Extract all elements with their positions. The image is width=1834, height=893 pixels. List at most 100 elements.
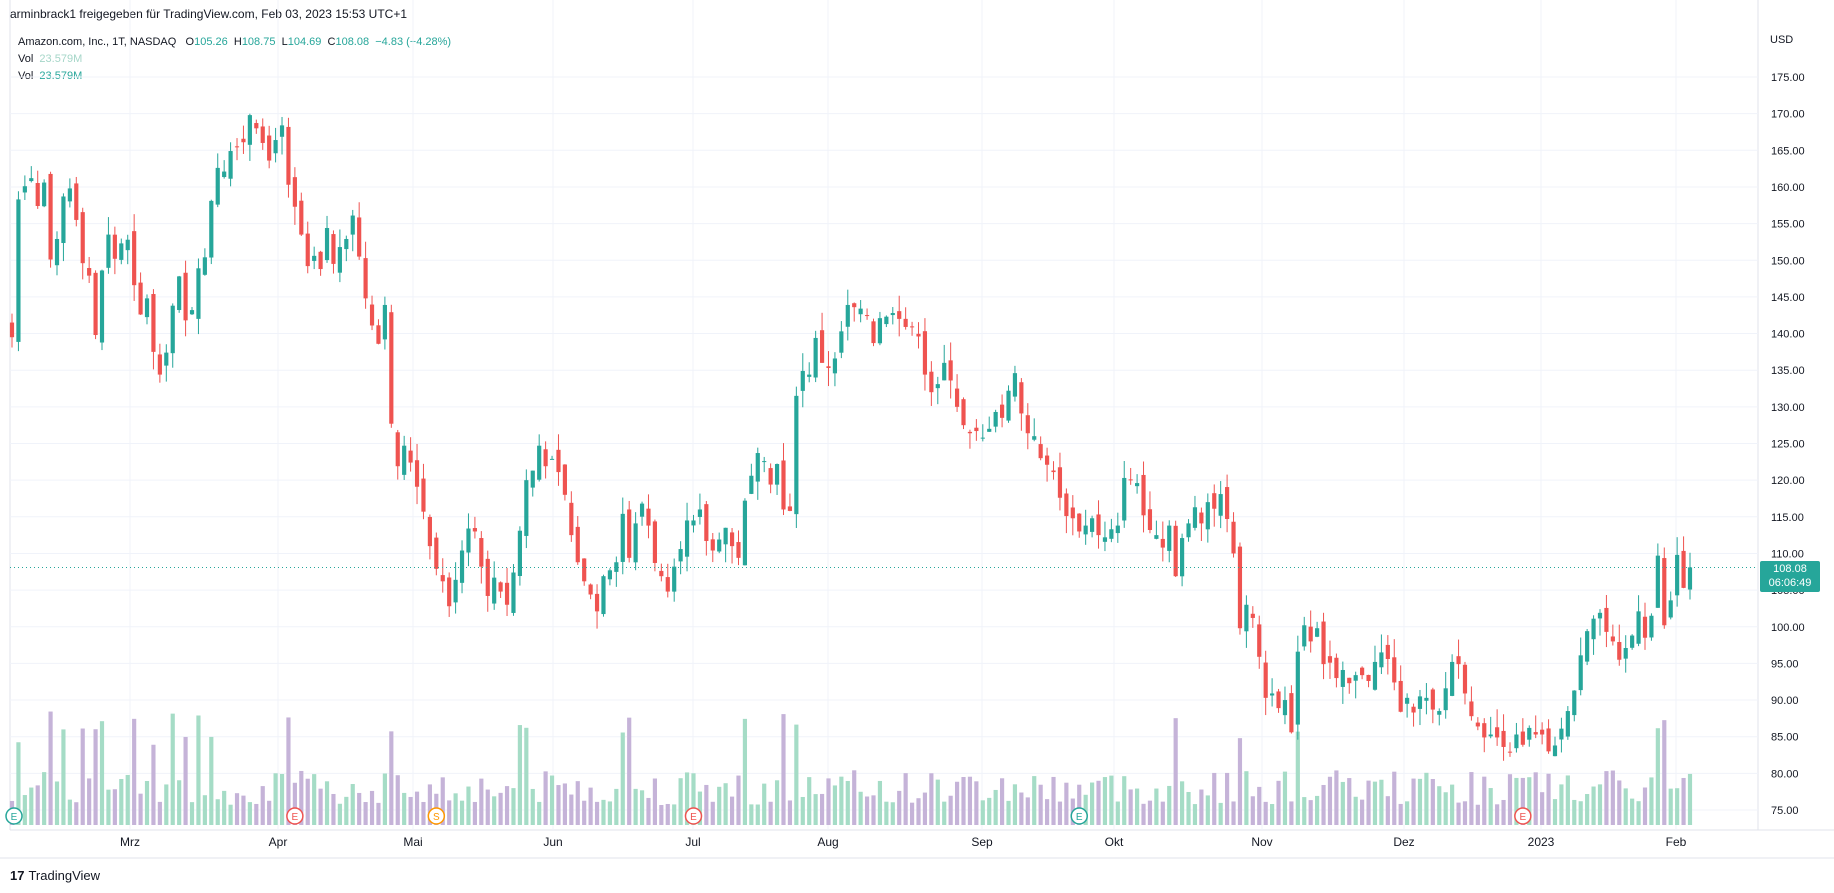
candle-body bbox=[569, 502, 574, 536]
candle-body bbox=[1160, 538, 1165, 548]
price-tick-label: 75.00 bbox=[1771, 805, 1799, 817]
candle-body bbox=[864, 315, 870, 317]
volume-bar bbox=[755, 804, 760, 825]
volume-bar bbox=[1051, 776, 1056, 825]
volume-bar bbox=[157, 801, 162, 825]
event-marker-icon bbox=[427, 807, 446, 825]
price-tick-label: 120.00 bbox=[1771, 475, 1805, 487]
candle-body bbox=[929, 371, 934, 393]
volume-bar bbox=[691, 773, 696, 825]
candle-body bbox=[247, 115, 252, 145]
candle-body bbox=[813, 337, 818, 378]
volume-bar bbox=[42, 772, 47, 825]
volume-bar bbox=[344, 796, 349, 825]
volume-bar bbox=[781, 714, 786, 825]
candle-body bbox=[1122, 477, 1127, 521]
candle-body bbox=[279, 125, 285, 137]
candle-body bbox=[1655, 555, 1660, 608]
candle-body bbox=[1295, 651, 1300, 725]
candle-body bbox=[710, 539, 715, 551]
volume-bar bbox=[659, 804, 664, 825]
volume-bar bbox=[826, 778, 831, 825]
candle-body bbox=[331, 234, 336, 264]
volume-bar bbox=[54, 781, 60, 825]
candle-body bbox=[42, 182, 47, 207]
volume-bar bbox=[999, 778, 1005, 825]
candle-body bbox=[1610, 636, 1615, 642]
tradingview-brand[interactable]: 17 TradingView bbox=[10, 868, 100, 883]
volume-bar bbox=[1032, 776, 1037, 825]
low-label: L bbox=[281, 36, 288, 48]
volume-bar bbox=[1559, 784, 1564, 825]
volume-bar bbox=[305, 778, 310, 825]
candle-body bbox=[1276, 691, 1281, 709]
volume-bar bbox=[447, 800, 452, 825]
volume-bar bbox=[884, 801, 889, 825]
volume-bar bbox=[324, 781, 330, 825]
volume-bar bbox=[183, 736, 188, 825]
volume-bar bbox=[1662, 720, 1667, 825]
time-tick-label: 2023 bbox=[1528, 835, 1555, 849]
time-tick-label: Nov bbox=[1251, 835, 1272, 849]
volume-bar bbox=[614, 788, 619, 825]
volume-bar bbox=[1392, 771, 1397, 825]
volume-bar bbox=[279, 773, 285, 825]
volume-bar bbox=[459, 800, 465, 825]
volume-bar bbox=[1096, 780, 1101, 825]
volume-bar bbox=[967, 776, 973, 825]
volume-bar bbox=[1257, 786, 1262, 825]
candle-body bbox=[1083, 525, 1088, 535]
candle-body bbox=[974, 427, 979, 432]
volume-bar bbox=[151, 744, 156, 825]
volume-bar bbox=[504, 786, 510, 825]
volume-bar bbox=[774, 780, 780, 825]
volume-bar bbox=[1244, 771, 1249, 825]
volume-bar bbox=[29, 787, 34, 825]
time-tick-label: Jul bbox=[685, 835, 700, 849]
volume-bar bbox=[1533, 772, 1538, 825]
volume-bar bbox=[1642, 787, 1648, 825]
candle-body bbox=[54, 238, 60, 266]
candle-body bbox=[382, 304, 387, 340]
candle-body bbox=[157, 354, 162, 375]
volume-bar bbox=[742, 718, 748, 825]
volume-bar bbox=[189, 802, 195, 825]
volume-bar bbox=[479, 778, 484, 825]
volume-bar bbox=[1077, 784, 1082, 825]
candle-body bbox=[839, 331, 844, 353]
candle-body bbox=[1623, 648, 1628, 659]
last-price-value: 108.08 bbox=[1773, 563, 1807, 575]
volume-bar bbox=[839, 776, 844, 825]
currency-label: USD bbox=[1770, 34, 1794, 46]
candle-body bbox=[800, 370, 805, 391]
candle-body bbox=[871, 321, 876, 344]
candle-body bbox=[903, 318, 908, 327]
volume-bar bbox=[48, 711, 53, 825]
candle-body bbox=[1192, 507, 1198, 528]
candle-body bbox=[138, 282, 143, 315]
candle-body bbox=[852, 303, 857, 308]
volume-bar bbox=[935, 779, 940, 825]
candle-body bbox=[61, 196, 66, 244]
candle-body bbox=[1257, 624, 1262, 657]
volume-bar bbox=[99, 721, 105, 825]
candle-body bbox=[1520, 731, 1525, 745]
candle-body bbox=[1540, 729, 1545, 735]
candle-body bbox=[29, 178, 34, 182]
volume-bar bbox=[234, 793, 240, 825]
volume-bar bbox=[1469, 772, 1474, 825]
candle-body bbox=[1475, 722, 1480, 727]
volume-bar bbox=[800, 796, 805, 825]
candle-body bbox=[299, 200, 304, 235]
volume-bar bbox=[267, 800, 272, 825]
volume-bar bbox=[74, 802, 79, 825]
volume-bar bbox=[1546, 773, 1551, 825]
candle-body bbox=[1469, 701, 1474, 717]
candle-body bbox=[967, 431, 973, 434]
candle-body bbox=[1282, 700, 1288, 716]
volume-bar bbox=[1135, 788, 1140, 825]
candle-body bbox=[691, 520, 696, 526]
candle-body bbox=[1025, 415, 1030, 434]
volume-bar bbox=[537, 801, 542, 825]
